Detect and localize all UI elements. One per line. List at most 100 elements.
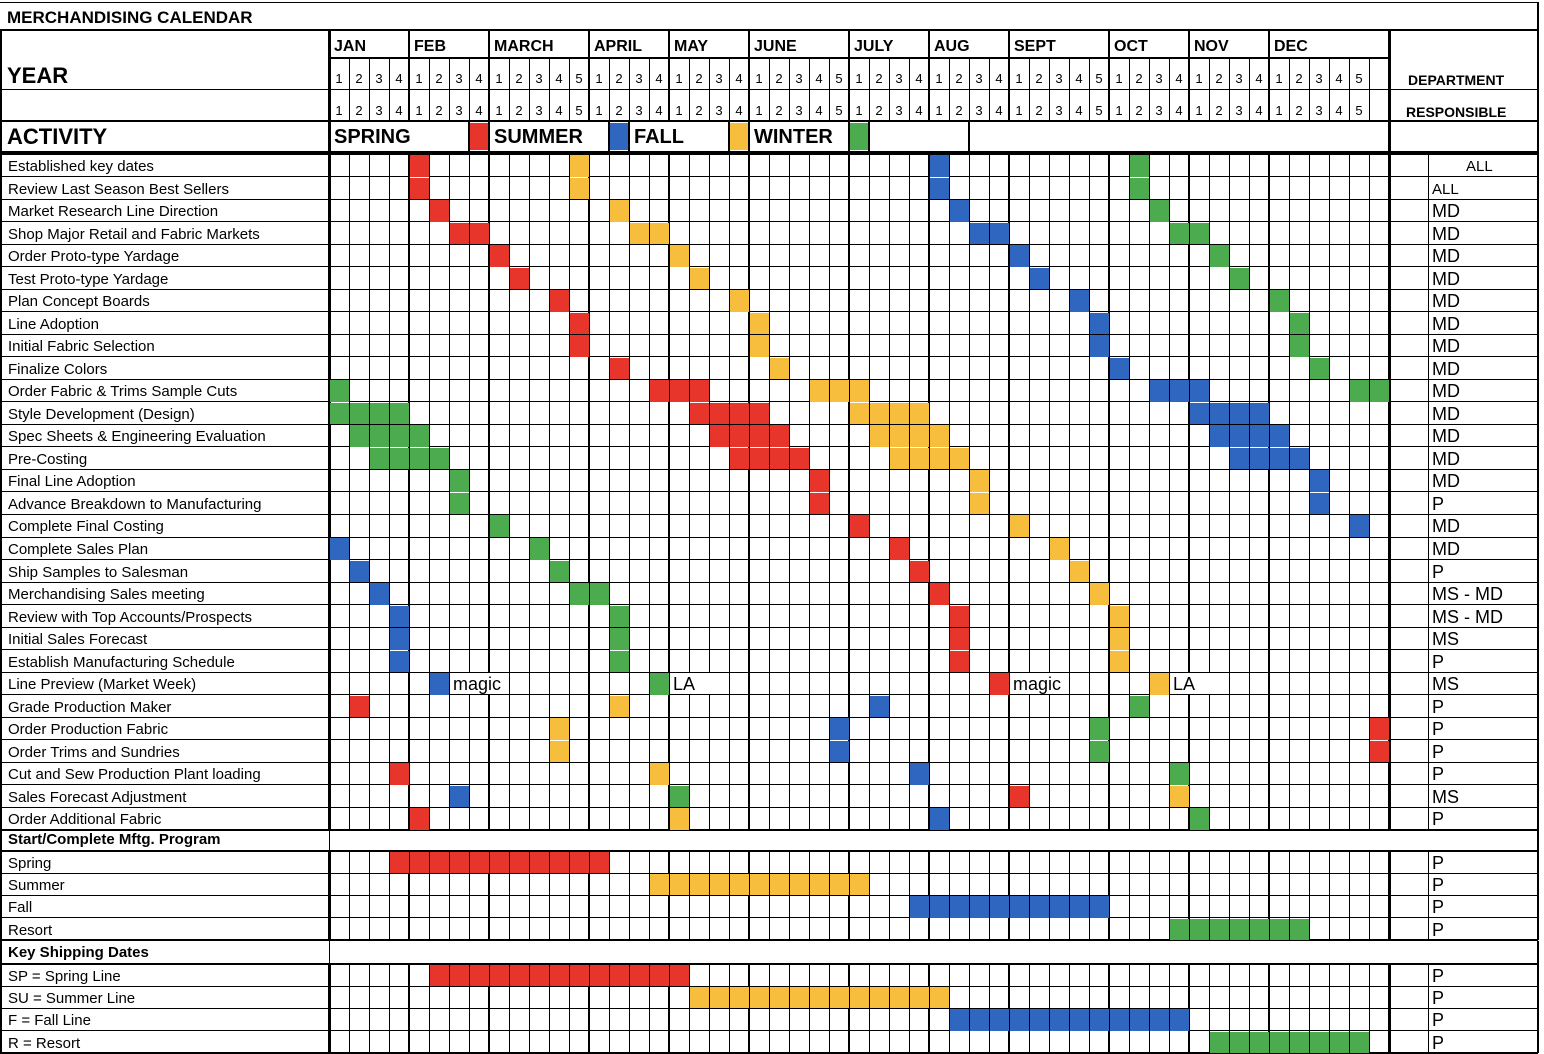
grid-line xyxy=(608,154,610,830)
grid-line xyxy=(508,964,510,1053)
schedule-bar-cell xyxy=(910,896,929,918)
week-number: 1 xyxy=(1115,103,1123,118)
schedule-cell xyxy=(1170,763,1189,785)
grid-line xyxy=(1308,154,1310,830)
schedule-cell xyxy=(1090,740,1109,763)
grid-line xyxy=(1028,154,1030,830)
grid-line xyxy=(668,154,670,830)
schedule-cell xyxy=(1230,267,1249,290)
week-number: 3 xyxy=(535,71,543,86)
schedule-cell xyxy=(1090,718,1109,740)
week-number: 2 xyxy=(515,71,523,86)
grid-line xyxy=(0,1,1538,3)
grid-line xyxy=(588,851,590,940)
schedule-cell xyxy=(350,402,369,425)
schedule-cell xyxy=(830,718,849,740)
department-code: MD xyxy=(1432,381,1460,402)
week-number: 1 xyxy=(855,71,863,86)
week-number: 4 xyxy=(395,71,403,86)
grid-line xyxy=(1128,851,1130,940)
week-number: 5 xyxy=(835,103,843,118)
grid-line xyxy=(1168,58,1170,121)
schedule-cell xyxy=(1110,605,1129,628)
schedule-cell xyxy=(750,335,769,357)
grid-line xyxy=(1308,964,1310,1053)
grid-line xyxy=(1168,154,1170,830)
schedule-cell xyxy=(490,515,509,537)
week-number: 1 xyxy=(935,71,943,86)
activity-name: Merchandising Sales meeting xyxy=(8,586,205,604)
grid-line xyxy=(388,964,390,1053)
schedule-cell xyxy=(490,245,509,267)
department-code: P xyxy=(1432,919,1445,940)
schedule-cell xyxy=(350,560,369,583)
schedule-cell xyxy=(410,447,429,470)
grid-line xyxy=(1288,851,1290,940)
grid-line xyxy=(648,154,650,830)
section-row-name: Fall xyxy=(8,899,33,917)
activity-name: Review with Top Accounts/Prospects xyxy=(8,608,253,626)
grid-line xyxy=(408,154,410,830)
grid-line xyxy=(788,851,790,940)
schedule-bar-cell xyxy=(1330,1031,1349,1053)
week-number: 4 xyxy=(1335,71,1343,86)
schedule-cell xyxy=(970,222,989,245)
week-number: 3 xyxy=(795,103,803,118)
grid-line xyxy=(348,58,350,121)
activity-name: Advance Breakdown to Manufacturing xyxy=(8,495,262,513)
week-number: 3 xyxy=(715,71,723,86)
schedule-cell xyxy=(810,492,829,515)
schedule-bar-cell xyxy=(1290,918,1309,940)
grid-line xyxy=(708,964,710,1053)
schedule-cell xyxy=(1170,222,1189,245)
week-number: 5 xyxy=(835,71,843,86)
grid-line xyxy=(668,58,670,121)
week-number: 1 xyxy=(755,71,763,86)
week-number: 4 xyxy=(915,71,923,86)
schedule-bar-cell xyxy=(510,852,529,874)
grid-line xyxy=(468,851,470,940)
grid-line xyxy=(428,58,430,121)
activity-name: Line Adoption xyxy=(8,315,99,333)
department-code: MD xyxy=(1432,201,1460,222)
week-number: 1 xyxy=(1275,103,1283,118)
grid-line xyxy=(468,58,470,121)
week-number: 3 xyxy=(635,103,643,118)
schedule-cell xyxy=(1090,312,1109,335)
section-title: Start/Complete Mftg. Program xyxy=(8,831,221,848)
schedule-cell xyxy=(930,155,949,177)
grid-line xyxy=(1537,941,1539,964)
grid-line xyxy=(327,154,331,830)
schedule-cell xyxy=(910,560,929,583)
grid-line xyxy=(1368,58,1370,121)
activity-name: Establish Manufacturing Schedule xyxy=(8,653,235,671)
grid-line xyxy=(1168,851,1170,940)
schedule-bar-cell xyxy=(1090,1009,1109,1031)
schedule-bar-cell xyxy=(550,965,569,987)
schedule-bar-cell xyxy=(950,1009,969,1031)
grid-line xyxy=(1188,58,1190,121)
grid-line xyxy=(1208,964,1210,1053)
grid-line xyxy=(568,851,570,940)
schedule-cell xyxy=(450,470,469,492)
grid-line xyxy=(788,58,790,121)
schedule-cell xyxy=(610,357,629,380)
month-label-feb: FEB xyxy=(414,38,446,55)
schedule-cell xyxy=(670,245,689,267)
grid-line xyxy=(628,121,630,152)
schedule-cell xyxy=(1190,808,1209,830)
legend-swatch xyxy=(470,123,488,150)
schedule-bar-cell xyxy=(1250,1031,1269,1053)
schedule-bar-cell xyxy=(790,987,809,1009)
market-week-label-bg xyxy=(450,673,508,694)
grid-line xyxy=(968,154,970,830)
grid-line xyxy=(868,851,870,940)
week-number: 2 xyxy=(775,71,783,86)
week-number: 2 xyxy=(695,103,703,118)
schedule-cell xyxy=(750,425,769,447)
department-code: P xyxy=(1432,875,1445,896)
schedule-cell xyxy=(1190,222,1209,245)
grid-line xyxy=(368,154,370,830)
activity-name: Complete Sales Plan xyxy=(8,541,149,558)
grid-line xyxy=(808,58,810,121)
